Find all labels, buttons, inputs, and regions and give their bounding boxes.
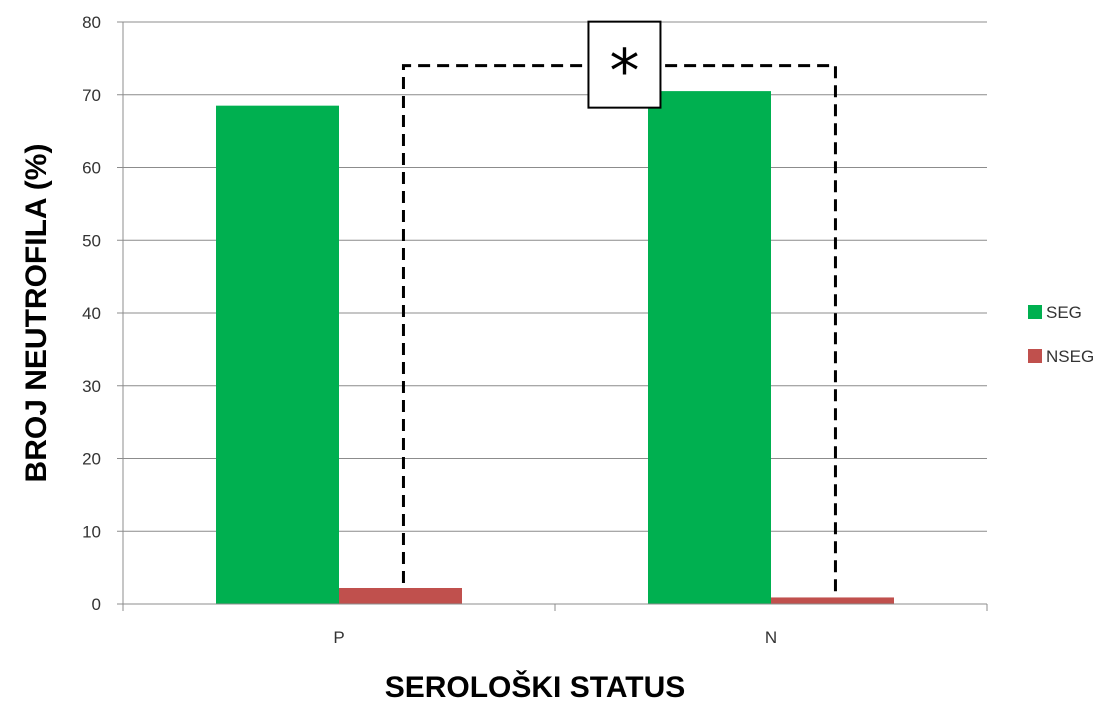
x-axis-title: SEROLOŠKI STATUS xyxy=(385,670,686,704)
bar-nseg-n xyxy=(771,597,894,604)
y-axis-title: BROJ NEUTROFILA (%) xyxy=(20,144,53,483)
legend-swatch-nseg xyxy=(1028,349,1042,363)
bar-seg-p xyxy=(216,105,339,604)
legend-swatch-seg xyxy=(1028,305,1042,319)
bar-seg-n xyxy=(648,91,771,605)
y-tick-label: 30 xyxy=(82,377,101,396)
significance-annotation: * xyxy=(401,20,837,593)
significance-asterisk: * xyxy=(609,37,639,107)
y-tick-labels: 0 10 20 30 40 50 60 70 80 xyxy=(82,13,101,614)
axes xyxy=(117,21,988,611)
y-tick-label: 40 xyxy=(82,304,101,323)
y-tick-label: 10 xyxy=(82,522,101,541)
bar-nseg-p xyxy=(339,587,462,604)
legend-label-seg: SEG xyxy=(1046,303,1082,322)
y-tick-label: 80 xyxy=(82,13,101,32)
x-tick-label: P xyxy=(333,628,344,647)
legend: SEG NSEG xyxy=(1028,303,1094,366)
y-tick-label: 0 xyxy=(92,595,101,614)
y-tick-label: 70 xyxy=(82,86,101,105)
legend-label-nseg: NSEG xyxy=(1046,347,1094,366)
y-tick-label: 50 xyxy=(82,231,101,250)
y-tick-label: 20 xyxy=(82,450,101,469)
bars xyxy=(216,91,894,605)
x-tick-label: N xyxy=(765,628,777,647)
y-tick-label: 60 xyxy=(82,159,101,178)
significance-box xyxy=(587,20,662,109)
